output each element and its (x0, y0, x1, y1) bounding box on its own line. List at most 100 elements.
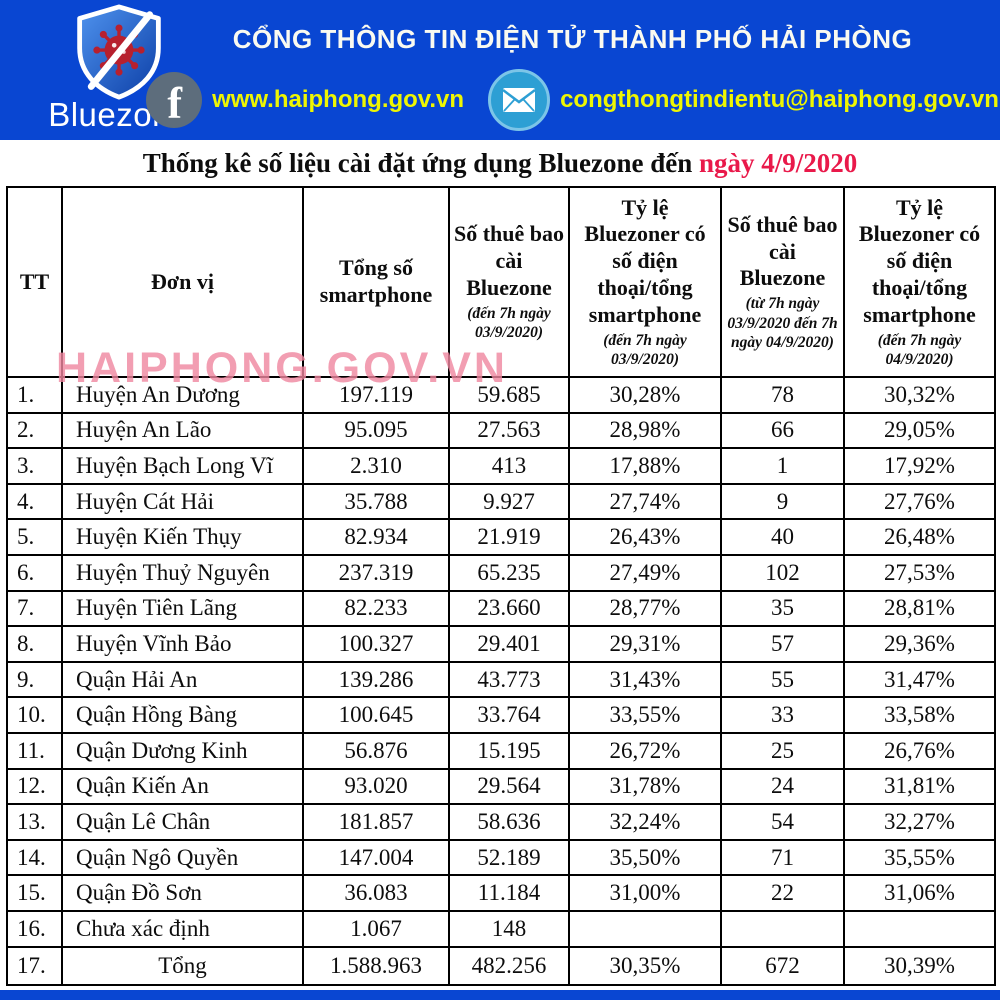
installed-cell: 21.919 (448, 518, 570, 556)
unit-cell: Huyện An Lão (61, 411, 304, 450)
tt-cell: 8. (6, 625, 63, 663)
installed-cell: 413 (448, 447, 570, 485)
total-smartphone-cell: 100.645 (302, 696, 450, 734)
new-installed-cell: 102 (720, 553, 845, 592)
tt-cell: 6. (6, 553, 63, 592)
ratio-03-9-cell: 35,50% (568, 838, 722, 877)
portal-banner: Bluezone CỔNG THÔNG TIN ĐIỆN TỬ THÀNH PH… (0, 0, 1000, 140)
unit-cell: Huyện Kiến Thụy (61, 518, 304, 556)
unit-cell: Tổng (61, 945, 304, 986)
new-installed-cell: 71 (720, 838, 845, 877)
installed-cell: 65.235 (448, 553, 570, 592)
total-smartphone-cell: 100.327 (302, 625, 450, 663)
ratio-03-9-cell: 31,00% (568, 874, 722, 912)
statistics-table: TT Đơn vị Tổng số smartphone Số thuê bao cà… (6, 186, 996, 986)
new-installed-cell: 22 (720, 874, 845, 912)
tt-cell: 15. (6, 874, 63, 912)
new-installed-cell: 25 (720, 731, 845, 770)
table-row: 4. Huyện Cát Hải 35.788 9.927 27,74% 9 27,76% (6, 482, 996, 521)
column-header-tt: TT (6, 186, 63, 378)
ratio-03-9-cell: 31,43% (568, 660, 722, 699)
ratio-03-9-cell: 26,72% (568, 731, 722, 770)
table-row: 2. Huyện An Lão 95.095 27.563 28,98% 66 29,05% (6, 411, 996, 450)
doc-title-date: ngày 4/9/2020 (699, 147, 858, 178)
table-row: 7. Huyện Tiên Lãng 82.233 23.660 28,77% 35 28,… (6, 589, 996, 628)
document-title: Thống kê số liệu cài đặt ứng dụng Bluezo… (0, 140, 1000, 186)
ratio-03-9-cell: 30,35% (568, 945, 722, 986)
installed-cell: 33.764 (448, 696, 570, 734)
ratio-03-9-cell (568, 909, 722, 948)
bottom-strip (0, 990, 1000, 1000)
table-row: 14. Quận Ngô Quyền 147.004 52.189 35,50% 71 35… (6, 838, 996, 877)
ratio-04-9-cell: 26,76% (843, 731, 996, 770)
column-header-tong-so-smartphone: Tổng số smartphone (302, 186, 450, 378)
installed-cell: 43.773 (448, 660, 570, 699)
unit-cell: Quận Dương Kinh (61, 731, 304, 770)
new-installed-cell: 33 (720, 696, 845, 734)
unit-cell: Quận Ngô Quyền (61, 838, 304, 877)
installed-cell: 23.660 (448, 589, 570, 628)
tt-cell: 3. (6, 447, 63, 485)
ratio-04-9-cell: 31,81% (843, 767, 996, 806)
total-smartphone-cell: 147.004 (302, 838, 450, 877)
unit-cell: Huyện Thuỷ Nguyên (61, 553, 304, 592)
total-smartphone-cell: 197.119 (302, 376, 450, 414)
table-row: 6. Huyện Thuỷ Nguyên 237.319 65.235 27,49% 10… (6, 553, 996, 592)
ratio-03-9-cell: 31,78% (568, 767, 722, 806)
column-header-so-thue-bao-cai-bluezone-03-9: Số thuê bao cài Bluezone (đến 7h ngày 03/… (448, 186, 570, 378)
installed-cell: 29.564 (448, 767, 570, 806)
table-row: 17. Tổng 1.588.963 482.256 30,35% 672 30,39% (6, 945, 996, 986)
total-smartphone-cell: 82.233 (302, 589, 450, 628)
unit-cell: Quận Lê Chân (61, 803, 304, 841)
ratio-04-9-cell: 27,76% (843, 482, 996, 521)
tt-cell: 13. (6, 803, 63, 841)
tt-cell: 7. (6, 589, 63, 628)
ratio-03-9-cell: 32,24% (568, 803, 722, 841)
unit-cell: Huyện An Dương (61, 376, 304, 414)
unit-cell: Huyện Tiên Lãng (61, 589, 304, 628)
unit-cell: Huyện Bạch Long Vĩ (61, 447, 304, 485)
column-header-ty-le-bluezoner-03-9: Tỷ lệ Bluezoner có số điện thoại/tổng sm… (568, 186, 722, 378)
ratio-04-9-cell: 35,55% (843, 838, 996, 877)
ratio-04-9-cell (843, 909, 996, 948)
ratio-04-9-cell: 31,47% (843, 660, 996, 699)
tt-cell: 5. (6, 518, 63, 556)
table-row: 12. Quận Kiến An 93.020 29.564 31,78% 24 31,81… (6, 767, 996, 806)
ratio-03-9-cell: 17,88% (568, 447, 722, 485)
ratio-03-9-cell: 28,77% (568, 589, 722, 628)
email-link[interactable]: congthongtindientu@haiphong.gov.vn (560, 86, 999, 113)
facebook-icon[interactable] (146, 72, 203, 128)
unit-cell: Chưa xác định (61, 909, 304, 948)
tt-cell: 16. (6, 909, 63, 948)
installed-cell: 148 (448, 909, 570, 948)
column-header-don-vi: Đơn vị (61, 186, 304, 378)
installed-cell: 52.189 (448, 838, 570, 877)
tt-cell: 11. (6, 731, 63, 770)
total-smartphone-cell: 1.067 (302, 909, 450, 948)
installed-cell: 27.563 (448, 411, 570, 450)
tt-cell: 4. (6, 482, 63, 521)
portal-title: CỔNG THÔNG TIN ĐIỆN TỬ THÀNH PHỐ HẢI PHÒ… (232, 24, 913, 54)
new-installed-cell: 57 (720, 625, 845, 663)
installed-cell: 29.401 (448, 625, 570, 663)
website-link[interactable]: www.haiphong.gov.vn (212, 86, 465, 113)
installed-cell: 59.685 (448, 376, 570, 414)
ratio-04-9-cell: 30,39% (843, 945, 996, 986)
table-row: 16. Chưa xác định 1.067 148 (6, 909, 996, 948)
ratio-03-9-cell: 33,55% (568, 696, 722, 734)
table-row: 10. Quận Hồng Bàng 100.645 33.764 33,55% 33 33… (6, 696, 996, 734)
new-installed-cell: 78 (720, 376, 845, 414)
ratio-03-9-cell: 26,43% (568, 518, 722, 556)
mail-icon[interactable] (488, 69, 551, 131)
ratio-04-9-cell: 30,32% (843, 376, 996, 414)
tt-cell: 2. (6, 411, 63, 450)
installed-cell: 15.195 (448, 731, 570, 770)
ratio-03-9-cell: 27,49% (568, 553, 722, 592)
tt-cell: 14. (6, 838, 63, 877)
ratio-04-9-cell: 32,27% (843, 803, 996, 841)
new-installed-cell: 1 (720, 447, 845, 485)
column-header-ty-le-bluezoner-04-9: Tỷ lệ Bluezoner có số điện thoại/tổng sm… (843, 186, 996, 378)
ratio-04-9-cell: 17,92% (843, 447, 996, 485)
table-row: 5. Huyện Kiến Thụy 82.934 21.919 26,43% 40 26,… (6, 518, 996, 556)
new-installed-cell: 66 (720, 411, 845, 450)
